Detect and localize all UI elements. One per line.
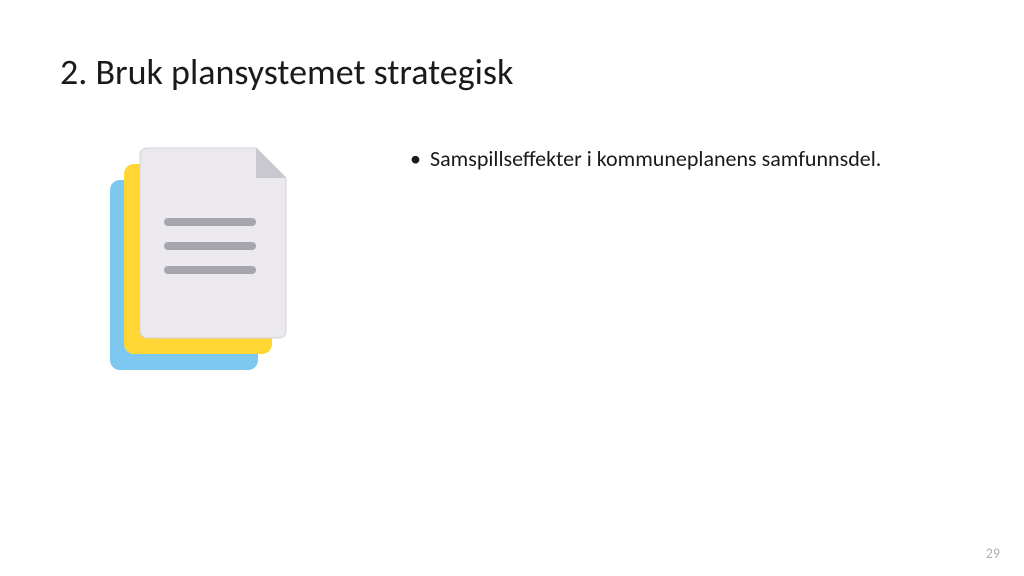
bullet-item: Samspillseffekter i kommuneplanens samfu…: [410, 144, 964, 174]
documents-stack-icon: [90, 134, 330, 374]
slide-content: Samspillseffekter i kommuneplanens samfu…: [60, 134, 964, 374]
page-number: 29: [986, 545, 1000, 562]
bullet-list: Samspillseffekter i kommuneplanens samfu…: [410, 134, 964, 174]
slide-title: 2. Bruk plansystemet strategisk: [60, 50, 964, 94]
slide: 2. Bruk plansystemet strategisk: [0, 0, 1024, 576]
